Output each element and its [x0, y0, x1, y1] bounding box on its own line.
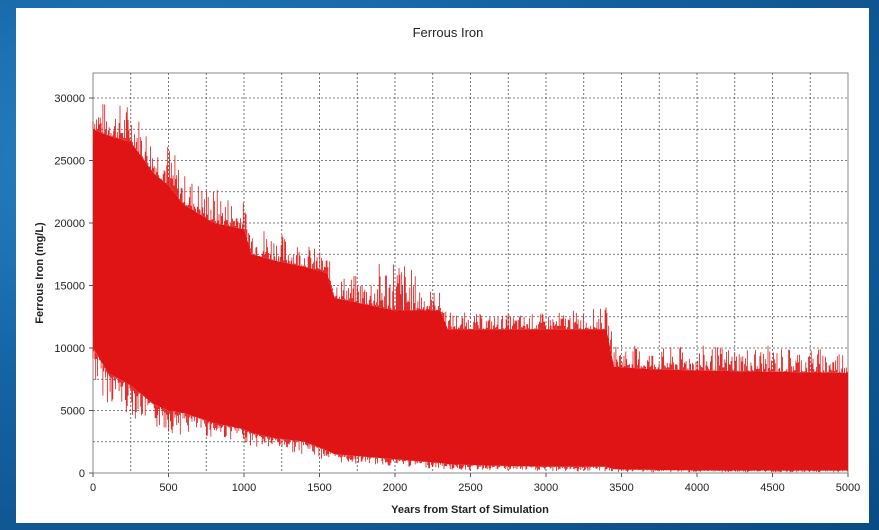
- y-tick-label: 20000: [54, 218, 85, 230]
- x-tick-label: 1000: [232, 482, 256, 494]
- series-band: [93, 129, 848, 471]
- y-tick-label: 0: [79, 468, 85, 480]
- x-tick-label: 1500: [307, 482, 331, 494]
- y-tick-label: 25000: [54, 156, 85, 168]
- x-axis-title: Years from Start of Simulation: [391, 504, 549, 516]
- x-tick-labels: 0 500 1000 1500 2000 2500 3000 3500 4000 4500 5000: [90, 473, 860, 494]
- y-tick-label: 15000: [54, 281, 85, 293]
- x-tick-label: 5000: [836, 482, 860, 494]
- y-tick-labels: 0 5000 10000 15000 20000 25000 30000: [54, 93, 93, 480]
- chart-panel: Ferrous Iron 0 5000 10000 15000 20000 25000 30…: [16, 8, 869, 523]
- x-tick-label: 4500: [760, 482, 784, 494]
- y-tick-label: 10000: [54, 343, 85, 355]
- x-tick-label: 0: [90, 482, 96, 494]
- y-axis-title: Ferrous Iron (mg/L): [34, 222, 46, 324]
- chart-title: Ferrous Iron: [413, 25, 484, 40]
- x-tick-label: 4000: [685, 482, 709, 494]
- x-tick-label: 500: [159, 482, 177, 494]
- chart: Ferrous Iron 050001000015000200002500030…: [34, 25, 860, 516]
- series-layer: [92, 104, 848, 473]
- x-tick-label: 3500: [609, 482, 633, 494]
- y-tick-label: 30000: [54, 93, 85, 105]
- x-tick-label: 2000: [383, 482, 407, 494]
- y-tick-label: 5000: [61, 406, 85, 418]
- x-tick-label: 3000: [534, 482, 558, 494]
- x-tick-label: 2500: [458, 482, 482, 494]
